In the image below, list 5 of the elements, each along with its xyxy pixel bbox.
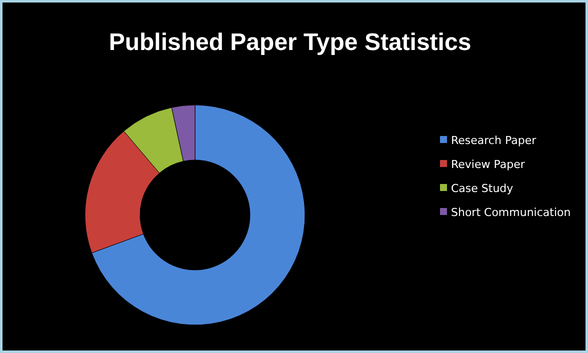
- legend-label: Short Communication: [451, 206, 571, 219]
- legend-label: Review Paper: [451, 158, 526, 171]
- legend-label: Research Paper: [451, 134, 537, 147]
- legend-label: Case Study: [451, 182, 514, 195]
- chart-title: Published Paper Type Statistics: [108, 29, 472, 56]
